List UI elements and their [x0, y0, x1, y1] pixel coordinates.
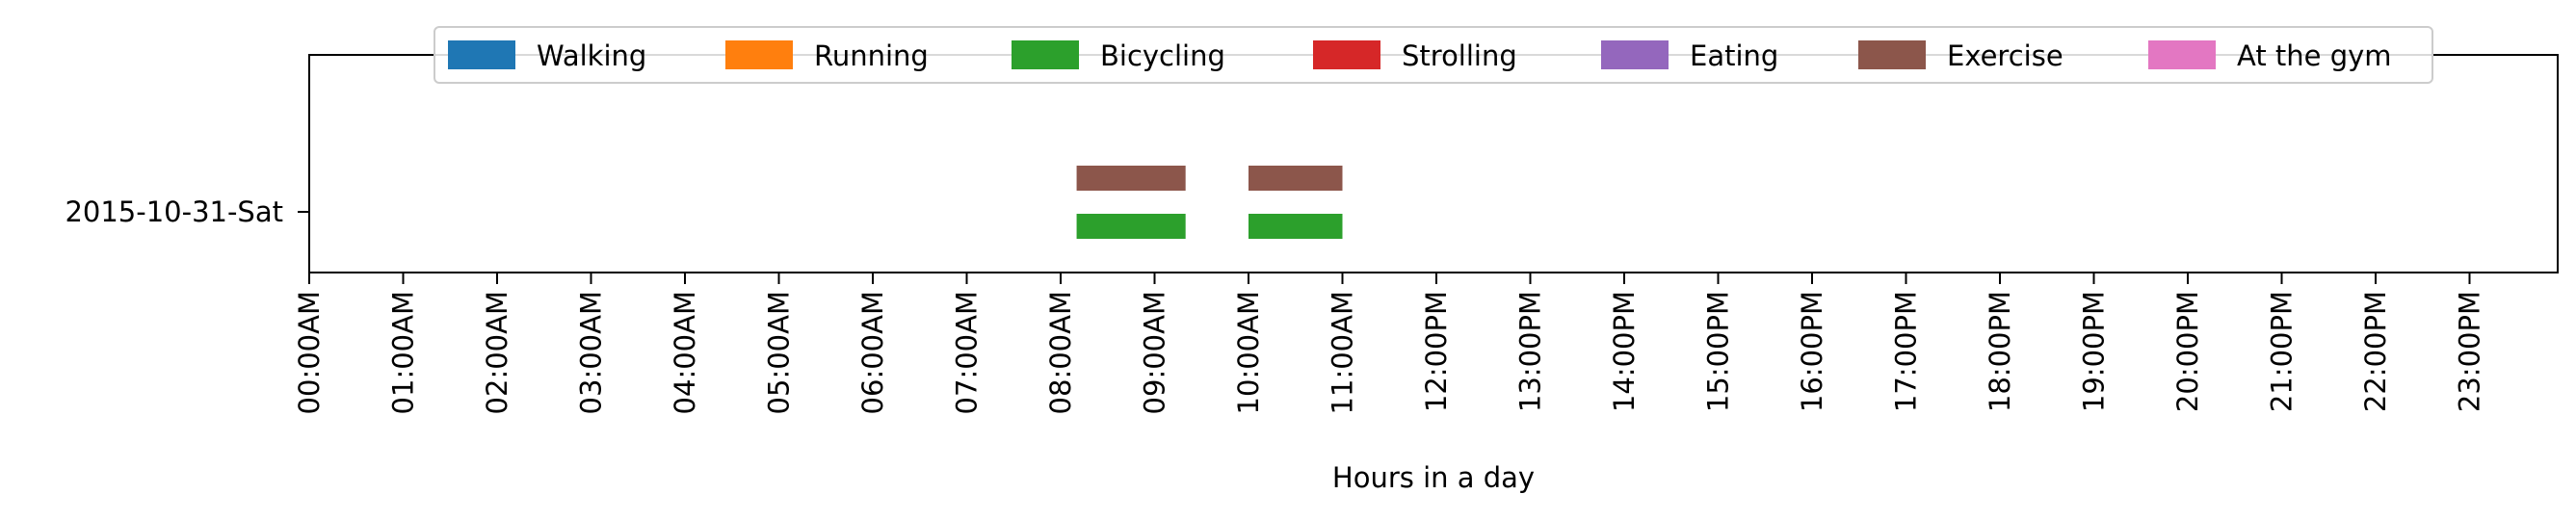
legend-label: At the gym — [2237, 39, 2392, 72]
bar-exercise-1 — [1076, 166, 1186, 191]
y-axis: 2015-10-31-Sat — [65, 195, 309, 228]
x-tick-label: 16:00PM — [1796, 291, 1828, 412]
x-tick-label: 13:00PM — [1514, 291, 1547, 412]
legend-label: Bicycling — [1100, 39, 1225, 72]
bars-layer — [1076, 166, 1343, 239]
legend-frame — [434, 26, 2433, 84]
x-tick-label: 12:00PM — [1420, 291, 1453, 412]
bar-bicycling-2 — [1249, 214, 1343, 239]
x-tick-label: 06:00AM — [856, 291, 889, 414]
x-tick-label: 22:00PM — [2359, 291, 2392, 412]
legend-label: Eating — [1690, 39, 1778, 72]
x-tick-label: 03:00AM — [575, 291, 608, 414]
x-axis-label: Hours in a day — [1332, 461, 1535, 494]
bar-bicycling-1 — [1076, 214, 1186, 239]
legend-swatch-walking — [448, 40, 515, 69]
plot-frame — [308, 54, 2559, 273]
x-tick-label: 09:00AM — [1139, 291, 1171, 414]
legend-swatch-bicycling — [1012, 40, 1079, 69]
x-tick-label: 15:00PM — [1702, 291, 1735, 412]
bar-exercise-2 — [1249, 166, 1343, 191]
x-tick-label: 18:00PM — [1984, 291, 2016, 412]
x-tick-label: 08:00AM — [1044, 291, 1077, 414]
x-tick-label: 14:00PM — [1608, 291, 1641, 412]
x-tick-label: 11:00AM — [1327, 291, 1359, 414]
legend-label: Walking — [537, 39, 646, 72]
y-tick-label: 2015-10-31-Sat — [65, 195, 283, 228]
x-tick-label: 23:00PM — [2454, 291, 2486, 412]
x-tick-label: 05:00AM — [763, 291, 796, 414]
legend-swatch-strolling — [1313, 40, 1380, 69]
legend: Walking Running Bicycling Strolling Eating Ex… — [434, 26, 2433, 84]
x-tick-label: 20:00PM — [2171, 291, 2204, 412]
legend-swatch-eating — [1601, 40, 1669, 69]
legend-swatch-running — [725, 40, 793, 69]
x-tick-label: 00:00AM — [293, 291, 326, 414]
legend-label: Strolling — [1402, 39, 1517, 72]
legend-swatch-at-the-gym — [2148, 40, 2216, 69]
legend-swatch-exercise — [1858, 40, 1926, 69]
legend-label: Exercise — [1947, 39, 2063, 72]
x-tick-label: 02:00AM — [481, 291, 513, 414]
x-tick-label: 01:00AM — [387, 291, 420, 414]
x-tick-label: 10:00AM — [1232, 291, 1265, 414]
legend-label: Running — [814, 39, 929, 72]
x-axis: 00:00AM 01:00AM 02:00AM 03:00AM 04:00AM 05:00… — [293, 273, 2486, 414]
x-tick-label: 19:00PM — [2078, 291, 2111, 412]
x-tick-label: 21:00PM — [2266, 291, 2299, 412]
x-tick-label: 07:00AM — [951, 291, 984, 414]
x-tick-label: 04:00AM — [669, 291, 701, 414]
x-tick-label: 17:00PM — [1890, 291, 1923, 412]
